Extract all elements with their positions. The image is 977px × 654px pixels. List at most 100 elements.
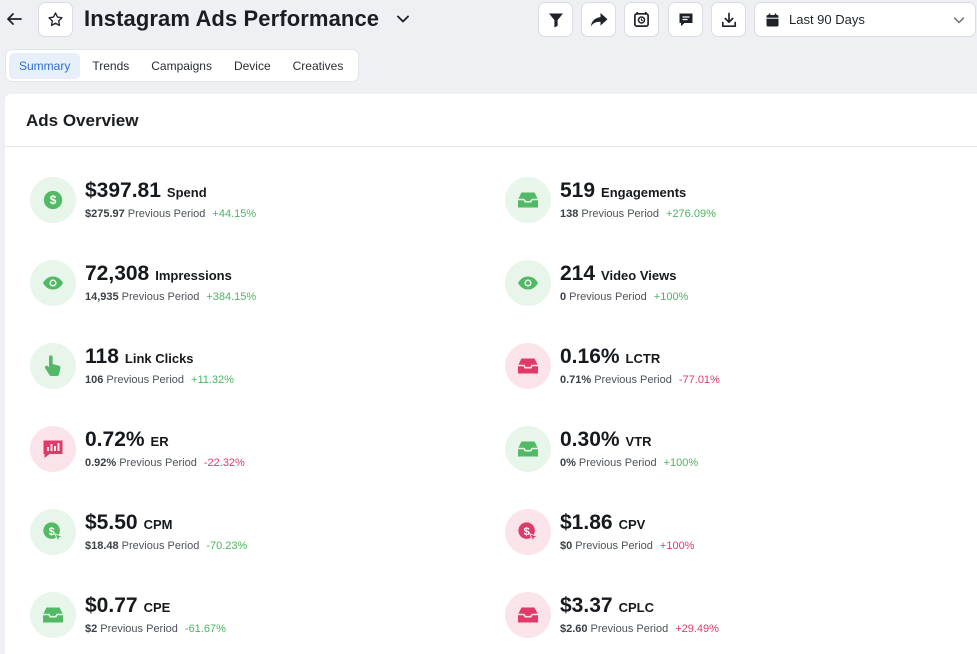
previous-value: 0 bbox=[560, 291, 567, 303]
metric-value: $397.81 bbox=[85, 179, 161, 202]
report-tabs: Summary Trends Campaigns Device Creative… bbox=[5, 49, 360, 82]
metric-icon-badge: $ bbox=[505, 509, 551, 555]
metric-label: CPM bbox=[143, 517, 173, 532]
previous-label: Previous Period bbox=[121, 540, 200, 552]
pointer-icon bbox=[44, 355, 61, 376]
metric-label: ER bbox=[150, 434, 169, 449]
filter-button[interactable] bbox=[538, 2, 573, 37]
ads-overview-card: Ads Overview $ $397.81 Spend $275.97 Previ… bbox=[5, 94, 977, 654]
schedule-report-button[interactable] bbox=[624, 2, 659, 37]
eye-icon bbox=[518, 276, 538, 290]
download-icon bbox=[721, 12, 736, 27]
tab-creatives[interactable]: Creatives bbox=[292, 58, 344, 73]
star-icon bbox=[48, 12, 63, 27]
filter-icon bbox=[548, 13, 563, 27]
previous-label: Previous Period bbox=[569, 291, 647, 303]
metric-icon-badge bbox=[30, 592, 76, 638]
metric-link-clicks: 118 Link Clicks 106 Previous Period +11.32% bbox=[30, 343, 450, 403]
previous-label: Previous Period bbox=[575, 540, 653, 552]
metric-label: Engagements bbox=[601, 185, 687, 200]
svg-text:$: $ bbox=[49, 526, 55, 538]
metric-label: CPV bbox=[618, 517, 646, 532]
page-title: Instagram Ads Performance bbox=[84, 6, 380, 31]
previous-label: Previous Period bbox=[578, 457, 657, 469]
previous-label: Previous Period bbox=[127, 208, 206, 220]
metric-label: Spend bbox=[166, 185, 207, 200]
metric-icon-badge bbox=[505, 260, 551, 306]
metric-icon-badge bbox=[505, 592, 551, 638]
tab-device[interactable]: Device bbox=[233, 58, 271, 73]
metric-value: 0.16% bbox=[560, 345, 620, 368]
dollar-icon: $ bbox=[43, 190, 63, 210]
tab-summary[interactable]: Summary bbox=[9, 52, 81, 79]
message-icon bbox=[679, 13, 692, 26]
previous-label: Previous Period bbox=[121, 291, 200, 303]
back-button[interactable] bbox=[2, 6, 26, 32]
previous-label: Previous Period bbox=[594, 374, 672, 386]
change-percent: +100% bbox=[663, 457, 699, 469]
metric-value: 519 bbox=[560, 179, 596, 202]
calendar-icon bbox=[766, 13, 779, 26]
metric-engagements: 519 Engagements 138 Previous Period +276.09… bbox=[505, 177, 925, 237]
share-icon bbox=[590, 12, 607, 27]
change-percent: +44.15% bbox=[212, 208, 257, 220]
metric-value: 0.30% bbox=[560, 428, 620, 451]
metric-value: 72,308 bbox=[85, 262, 150, 285]
alarm-clock-icon bbox=[634, 11, 649, 27]
metric-value: 214 bbox=[560, 262, 596, 285]
previous-value: $18.48 bbox=[85, 540, 119, 552]
previous-label: Previous Period bbox=[106, 374, 185, 386]
change-percent: -70.23% bbox=[206, 540, 248, 552]
metric-icon-badge: $ bbox=[30, 509, 76, 555]
previous-label: Previous Period bbox=[119, 457, 197, 469]
metric-value: $5.50 bbox=[85, 511, 138, 534]
title-dropdown-button[interactable] bbox=[393, 8, 413, 30]
previous-value: $2.60 bbox=[560, 623, 588, 635]
metric-icon-badge: $ bbox=[30, 177, 76, 223]
metric-lctr: 0.16% LCTR 0.71% Previous Period -77.01% bbox=[505, 343, 925, 403]
metric-cpm: $ $5.50 CPM $18.48 Previous Period -70.23% bbox=[30, 509, 450, 569]
tab-campaigns[interactable]: Campaigns bbox=[151, 58, 212, 73]
inbox-icon bbox=[518, 358, 538, 374]
previous-value: $2 bbox=[85, 623, 98, 635]
dollar-cursor-icon: $ bbox=[43, 522, 64, 543]
metric-value: 118 bbox=[85, 345, 119, 368]
svg-text:$: $ bbox=[50, 193, 57, 207]
change-percent: +100% bbox=[653, 291, 689, 303]
previous-value: 0% bbox=[560, 457, 576, 469]
previous-label: Previous Period bbox=[590, 623, 669, 635]
metric-cplc: $3.37 CPLC $2.60 Previous Period +29.49% bbox=[505, 592, 925, 652]
change-percent: +276.09% bbox=[666, 208, 716, 220]
metric-label: LCTR bbox=[625, 351, 661, 366]
chevron-down-icon bbox=[953, 17, 965, 24]
metric-icon-badge bbox=[30, 426, 76, 472]
previous-label: Previous Period bbox=[100, 623, 178, 635]
comments-button[interactable] bbox=[668, 2, 703, 37]
metric-value: $3.37 bbox=[560, 594, 613, 617]
divider bbox=[5, 146, 977, 147]
top-bar: Instagram Ads Performance Last 90 Days bbox=[0, 0, 977, 42]
metric-label: Impressions bbox=[155, 268, 232, 283]
favorite-button[interactable] bbox=[38, 2, 73, 37]
share-button[interactable] bbox=[581, 2, 616, 37]
inbox-icon bbox=[518, 441, 538, 457]
tab-trends[interactable]: Trends bbox=[92, 58, 130, 73]
eye-icon bbox=[43, 276, 63, 290]
previous-value: $0 bbox=[560, 540, 573, 552]
change-percent: -77.01% bbox=[678, 374, 720, 386]
metric-icon-badge bbox=[505, 343, 551, 389]
previous-value: 0.71% bbox=[560, 374, 592, 386]
change-percent: +11.32% bbox=[191, 374, 234, 386]
inbox-icon bbox=[43, 607, 63, 623]
dollar-cursor-icon: $ bbox=[518, 522, 539, 543]
download-button[interactable] bbox=[711, 2, 746, 37]
date-range-select[interactable]: Last 90 Days bbox=[754, 2, 976, 37]
metric-label: Video Views bbox=[601, 268, 677, 283]
metric-er: 0.72% ER 0.92% Previous Period -22.32% bbox=[30, 426, 450, 486]
previous-value: $275.97 bbox=[85, 208, 125, 220]
metric-icon-badge bbox=[505, 426, 551, 472]
metric-label: CPLC bbox=[618, 600, 654, 615]
metric-label: VTR bbox=[625, 434, 652, 449]
metric-icon-badge bbox=[30, 343, 76, 389]
arrow-left-icon bbox=[7, 13, 22, 25]
